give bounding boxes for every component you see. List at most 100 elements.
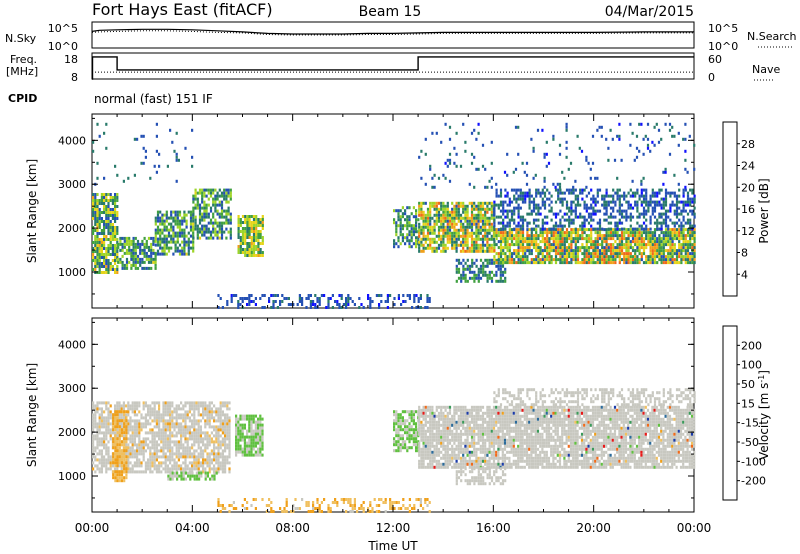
velocity-cell [177, 428, 180, 432]
power-cell [568, 221, 571, 225]
power-cell [524, 197, 527, 201]
power-cell [165, 234, 168, 238]
velocity-cell [100, 431, 103, 435]
velocity-cell [103, 464, 106, 468]
power-cell [568, 215, 571, 219]
power-cell [96, 235, 99, 238]
power-cell [625, 258, 628, 262]
power-cell [521, 224, 525, 228]
power-cell [159, 222, 162, 226]
power-cell [634, 203, 637, 207]
power-cell [627, 215, 630, 219]
velocity-cell [92, 446, 95, 450]
velocity-cell [127, 401, 130, 405]
velocity-cell [169, 461, 172, 465]
velocity-cell [142, 416, 145, 420]
power-cell [627, 200, 630, 204]
power-cell [292, 303, 295, 306]
power-cell [227, 191, 230, 195]
power-cell [548, 240, 551, 244]
power-cell [435, 234, 438, 238]
power-cell [669, 228, 672, 232]
power-cell [581, 221, 584, 225]
velocity-cell [193, 419, 196, 423]
velocity-cell [136, 425, 139, 429]
power-cell [167, 240, 171, 244]
power-cell [159, 237, 162, 241]
power-cell [448, 240, 452, 244]
power-cell [502, 246, 505, 250]
power-cell [609, 221, 613, 225]
power-cell [475, 249, 478, 253]
power-cell [524, 246, 527, 250]
power-colorbar-tick-label: 20 [741, 181, 755, 194]
power-cell [176, 240, 179, 244]
velocity-cell [226, 428, 229, 432]
velocity-cell [158, 404, 161, 408]
velocity-cell [221, 428, 224, 432]
power-cell [103, 208, 106, 211]
power-cell [257, 233, 260, 236]
velocity-cell [162, 434, 165, 438]
power-cell [642, 152, 645, 156]
power-cell [579, 212, 582, 216]
power-cell [510, 240, 514, 244]
velocity-cell [92, 449, 95, 453]
power-cell [638, 215, 641, 219]
power-cell [433, 185, 436, 189]
power-cell [448, 152, 452, 156]
velocity-cell [100, 401, 103, 405]
velocity-cell [217, 449, 220, 453]
power-cell [645, 246, 648, 250]
power-cell [201, 188, 204, 192]
power-cell [554, 246, 558, 250]
velocity-cell [173, 458, 176, 462]
power-cell [340, 294, 343, 297]
power-cell [105, 250, 108, 253]
power-cell [116, 217, 119, 220]
velocity-cell [144, 431, 147, 435]
power-cell [653, 261, 657, 265]
velocity-cell [195, 455, 198, 459]
power-cell [651, 140, 654, 144]
power-cell [506, 231, 509, 235]
power-cell [254, 303, 257, 306]
velocity-cell [221, 422, 224, 426]
velocity-cell [197, 467, 200, 471]
velocity-cell [226, 401, 229, 405]
velocity-cell [210, 413, 213, 417]
power-cell [429, 210, 432, 214]
power-cell [526, 221, 529, 225]
power-cell [530, 252, 533, 256]
power-cell [546, 231, 549, 235]
velocity-cell [219, 443, 222, 447]
velocity-cell [109, 404, 112, 408]
power-cell [455, 234, 458, 238]
power-cell [207, 215, 210, 219]
power-cell [415, 209, 418, 213]
power-cell [470, 131, 474, 135]
power-cell [165, 225, 168, 229]
velocity-cell [166, 458, 169, 462]
power-cell [552, 243, 555, 247]
velocity-cell [116, 443, 119, 447]
power-cell [223, 230, 226, 234]
power-cell [552, 240, 555, 244]
power-cell [98, 244, 101, 247]
power-cell [565, 188, 569, 192]
power-cell [631, 227, 635, 231]
power-cell [415, 230, 418, 234]
power-cell [244, 254, 247, 257]
power-cell [426, 306, 429, 309]
power-cell [404, 300, 407, 303]
power-cell [678, 246, 681, 250]
power-cell [517, 243, 520, 247]
power-cell [517, 206, 520, 210]
velocity-cell [221, 440, 224, 444]
power-cell [482, 273, 485, 277]
power-cell [229, 230, 232, 234]
power-cell [682, 209, 685, 213]
power-cell [499, 270, 502, 274]
power-cell [559, 221, 562, 225]
velocity-cell [191, 404, 194, 408]
